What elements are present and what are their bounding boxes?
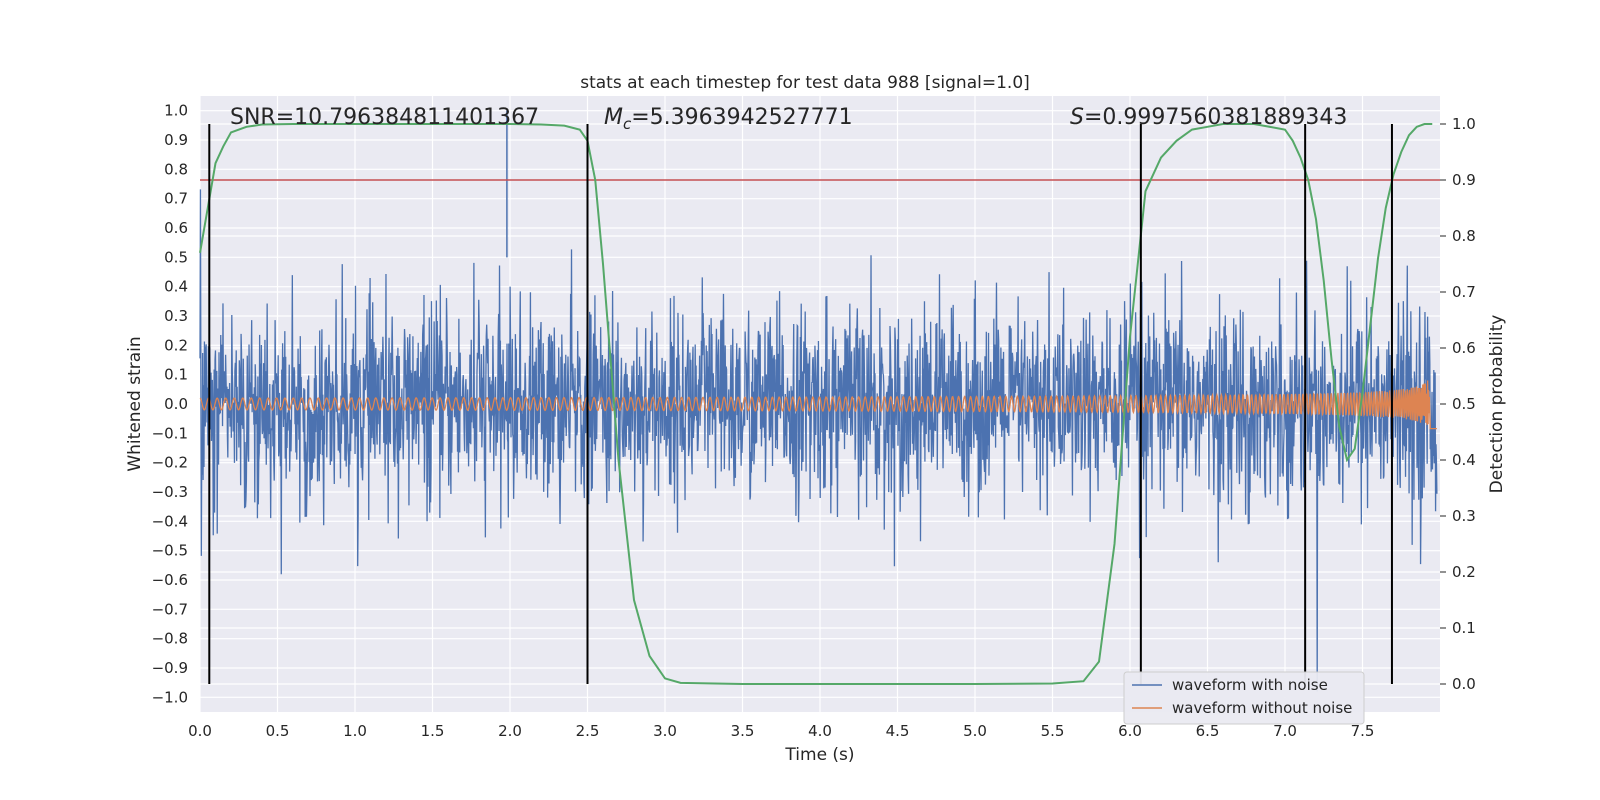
x-tick-label: 1.5 [421,722,445,740]
y2-tick-label: 0.1 [1452,619,1476,637]
y2-tick-label: 0.4 [1452,451,1476,469]
noisy-waveform-path [199,189,1438,692]
detection-probability-path [199,123,1433,685]
event-markers [208,124,1393,684]
y-tick-label: −0.5 [152,542,188,560]
y-axis-right: 0.0 0.1 0.2 0.3 0.4 0.5 0.6 0.7 0.8 0.9 1.0 [1440,115,1476,693]
x-tick-label: 3.5 [731,722,755,740]
y-tick-label: −0.9 [152,659,188,677]
x-tick-label: 2.5 [576,722,600,740]
y-tick-label: 0.9 [164,131,188,149]
y-tick-label: −0.7 [152,600,188,618]
chirp-mass-subscript: c [623,115,632,133]
y-tick-label: −0.8 [152,630,188,648]
y2-tick-label: 0.3 [1452,507,1476,525]
y-tick-label: −0.4 [152,512,188,530]
y-tick-label: 0.7 [164,190,188,208]
x-tick-label: 2.0 [498,722,522,740]
y-tick-label: −0.6 [152,571,188,589]
y2-tick-label: 0.2 [1452,563,1476,581]
x-tick-label: 6.0 [1118,722,1142,740]
x-tick-label: 4.5 [886,722,910,740]
x-tick-label: 1.0 [343,722,367,740]
x-tick-label: 0.5 [266,722,290,740]
x-axis: 0.0 0.5 1.0 1.5 2.0 2.5 3.0 3.5 4.0 4.5 5.0 5.5 6.0 6… [188,722,1374,740]
y-tick-label: 0.6 [164,219,188,237]
y-tick-label: 0.3 [164,307,188,325]
y-tick-label: 0.0 [164,395,188,413]
legend-label-clean: waveform without noise [1172,699,1352,717]
y-tick-label: −0.2 [152,454,188,472]
chirp-mass-value: =5.3963942527771 [631,105,852,130]
y2-tick-label: 0.9 [1452,171,1476,189]
y-tick-label: 0.5 [164,248,188,266]
statistic-symbol: S [1070,105,1084,130]
detection-probability-line [199,123,1433,685]
statistic-annotation: S=0.9997560381889343 [1070,105,1347,130]
y-axis-label: Whitened strain [125,336,145,471]
x-tick-label: 0.0 [188,722,212,740]
clean-waveform [199,380,1437,430]
snr-annotation: SNR=10.796384811401367 [230,105,539,130]
y-axis-left: −1.0 −0.9 −0.8 −0.7 −0.6 −0.5 −0.4 −0.3 −0.2 −0.1… [152,102,188,707]
noisy-waveform [199,110,1438,692]
x-tick-label: 3.0 [653,722,677,740]
y2-tick-label: 0.6 [1452,339,1476,357]
x-axis-label: Time (s) [784,745,854,765]
y-tick-label: −1.0 [152,688,188,706]
y2-tick-label: 1.0 [1452,115,1476,133]
y-tick-label: −0.3 [152,483,188,501]
chirp-mass-symbol: M [604,105,623,130]
chirp-mass-annotation: Mc=5.3963942527771 [604,105,853,133]
x-tick-label: 4.0 [808,722,832,740]
x-tick-label: 7.5 [1351,722,1375,740]
y-tick-label: 0.8 [164,160,188,178]
x-tick-label: 5.0 [963,722,987,740]
x-tick-label: 5.5 [1041,722,1065,740]
y2-axis-label: Detection probability [1487,315,1507,494]
legend-box [1123,671,1365,725]
clean-waveform-path [199,380,1437,430]
x-tick-label: 7.0 [1273,722,1297,740]
legend-label-noisy: waveform with noise [1172,676,1328,694]
y-tick-label: 0.2 [164,336,188,354]
statistic-value: =0.9997560381889343 [1084,105,1347,130]
y-tick-label: 0.1 [164,366,188,384]
y-tick-label: 0.4 [164,278,188,296]
y2-tick-label: 0.0 [1452,675,1476,693]
x-tick-label: 6.5 [1196,722,1220,740]
y-tick-label: −0.1 [152,424,188,442]
y2-tick-label: 0.8 [1452,227,1476,245]
y2-tick-label: 0.5 [1452,395,1476,413]
y2-tick-label: 0.7 [1452,283,1476,301]
chart-title: stats at each timestep for test data 988… [580,73,1030,93]
y-tick-label: 1.0 [164,102,188,120]
legend: waveform with noise waveform without noi… [1123,671,1365,725]
